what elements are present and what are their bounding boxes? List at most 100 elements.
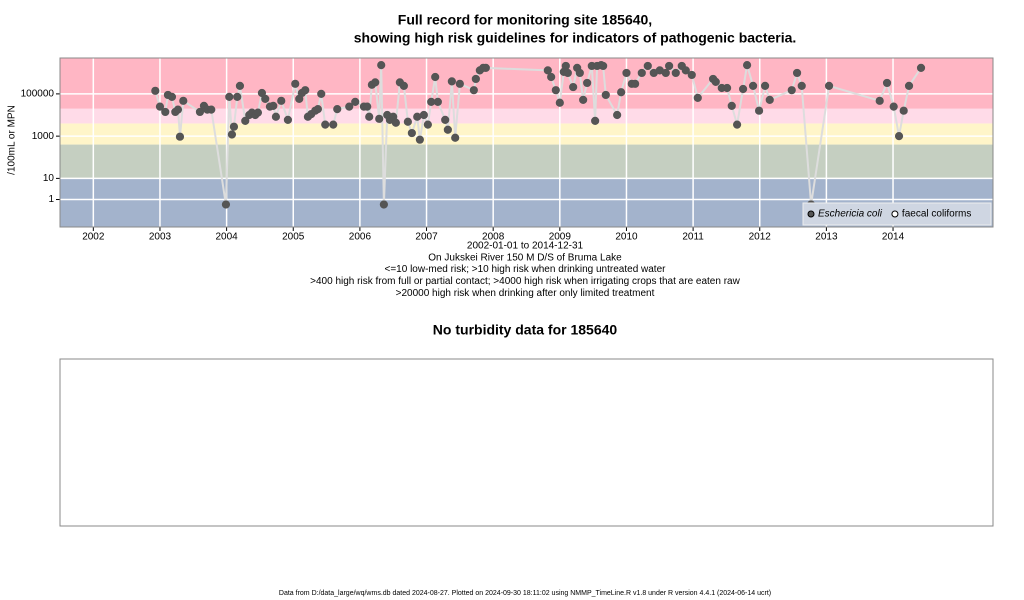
data-point: [681, 66, 690, 75]
data-point: [313, 105, 323, 114]
x-tick-label: 2003: [149, 232, 172, 243]
data-point: [225, 92, 234, 102]
data-point: [661, 68, 670, 78]
data-point: [413, 112, 422, 121]
empty-panel: [59, 358, 994, 527]
data-point: [363, 102, 372, 111]
data-point: [547, 72, 556, 82]
data-point: [329, 120, 338, 129]
data-point: [561, 61, 570, 71]
x-tick-label: 2009: [549, 232, 572, 243]
data-point: [195, 107, 205, 117]
x-tick-label: 2005: [282, 232, 305, 243]
data-point: [882, 78, 892, 88]
data-point: [241, 116, 250, 125]
data-point: [824, 81, 834, 90]
data-point: [375, 114, 384, 123]
data-point: [579, 95, 588, 104]
data-point: [481, 63, 490, 72]
data-point: [161, 107, 170, 117]
data-point: [765, 95, 774, 104]
data-point: [894, 132, 904, 141]
data-point: [555, 98, 564, 107]
data-point: [151, 86, 160, 95]
data-point: [175, 132, 185, 141]
x-tick-label: 2008: [482, 232, 505, 243]
data-point: [643, 61, 652, 71]
legend-label: Eschericia coli: [818, 209, 883, 220]
data-point: [345, 102, 354, 111]
x-tick-label: 2011: [682, 232, 704, 243]
risk-band: [60, 144, 993, 179]
data-point: [601, 90, 610, 100]
footer: Data from D:/data_large/wq/wms.db dated …: [279, 590, 771, 597]
data-point: [671, 68, 680, 78]
data-point: [727, 101, 736, 111]
x-tick-label: 2012: [749, 232, 772, 243]
data-point: [179, 96, 188, 105]
x-tick-label: 2006: [349, 232, 372, 243]
risk-band: [60, 58, 993, 109]
data-point: [455, 79, 464, 88]
data-point: [261, 94, 270, 103]
data-point: [317, 89, 326, 98]
data-point: [441, 115, 450, 124]
data-point: [433, 97, 442, 106]
y-tick-label: 1: [48, 194, 54, 205]
data-point: [173, 105, 183, 114]
data-point: [419, 110, 428, 120]
data-point: [253, 108, 263, 117]
panel-title: No turbidity data for 185640: [433, 322, 618, 338]
data-point: [722, 83, 732, 93]
data-point: [787, 86, 796, 95]
chart-title: Full record for monitoring site 185640,: [398, 12, 652, 28]
data-point: [371, 78, 380, 87]
data-point: [207, 105, 216, 114]
y-axis-label: /100mL or MPN: [7, 105, 18, 175]
data-point: [665, 61, 674, 71]
data-point: [469, 86, 478, 95]
data-point: [283, 115, 293, 124]
data-point: [622, 68, 631, 78]
risk-band: [60, 123, 993, 145]
x-tick-label: 2004: [215, 232, 238, 243]
data-point: [423, 120, 432, 129]
data-point: [167, 92, 177, 102]
data-point: [391, 118, 400, 127]
x-tick-label: 2002: [82, 232, 105, 243]
data-point: [451, 133, 460, 142]
x-axis-note: <=10 low-med risk; >10 high risk when dr…: [385, 264, 667, 275]
x-axis-note: >400 high risk from full or partial cont…: [310, 276, 740, 287]
chart-subtitle: showing high risk guidelines for indicat…: [354, 30, 797, 46]
data-point: [889, 102, 898, 111]
data-point: [711, 77, 720, 86]
data-point: [443, 125, 452, 134]
data-point: [351, 97, 360, 106]
data-point: [235, 81, 245, 90]
data-point: [415, 135, 424, 144]
data-point: [365, 112, 374, 121]
x-axis-note: On Jukskei River 150 M D/S of Bruma Lake: [428, 252, 622, 263]
data-point: [738, 84, 748, 94]
data-point: [797, 81, 806, 90]
plot-frame: [59, 57, 994, 228]
data-point: [221, 200, 231, 209]
data-point: [569, 82, 578, 92]
data-point: [227, 130, 237, 139]
data-point: [301, 86, 310, 95]
data-point: [732, 120, 742, 129]
x-tick-label: 2010: [615, 232, 638, 243]
data-point: [321, 120, 330, 129]
data-point: [575, 68, 584, 78]
data-point: [427, 97, 436, 106]
data-point: [271, 112, 281, 121]
data-point: [693, 93, 702, 102]
x-tick-label: 2007: [415, 232, 438, 243]
data-point: [760, 81, 770, 90]
data-point: [613, 110, 622, 120]
data-point: [792, 68, 802, 78]
y-tick-label: 100000: [21, 89, 55, 100]
data-point: [748, 81, 758, 90]
x-tick-label: 2013: [815, 232, 838, 243]
